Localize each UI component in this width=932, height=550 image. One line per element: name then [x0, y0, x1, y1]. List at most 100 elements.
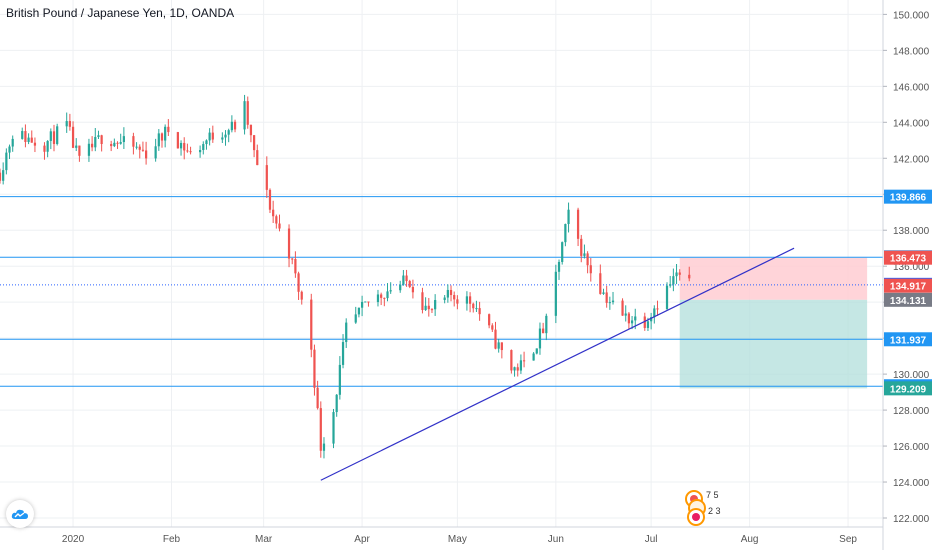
- candle-body: [208, 132, 211, 141]
- candle-body: [246, 101, 249, 125]
- candle-body: [516, 367, 519, 371]
- axis-price-label-bg: [884, 250, 932, 265]
- candle-body: [227, 130, 230, 135]
- candle-body: [443, 297, 446, 301]
- candle-body: [586, 253, 589, 266]
- candle-body: [345, 322, 348, 343]
- candle-body: [141, 149, 145, 151]
- candle-body: [602, 292, 605, 294]
- candle-body: [564, 224, 567, 243]
- candle-body: [488, 314, 491, 326]
- candle-body: [0, 172, 2, 181]
- candle-body: [653, 308, 656, 318]
- candle-body: [8, 146, 11, 153]
- y-tick-label: 138.000: [893, 226, 930, 237]
- candle-body: [243, 101, 246, 130]
- candle-body: [319, 408, 322, 451]
- x-tick-label: Feb: [163, 534, 181, 545]
- candle-body: [154, 146, 157, 159]
- candle-body: [408, 281, 411, 288]
- candle-body: [608, 302, 611, 304]
- candle-body: [545, 315, 548, 334]
- candle-body: [357, 307, 361, 315]
- candle-body: [611, 300, 615, 303]
- x-tick-label: Mar: [255, 534, 273, 545]
- level-price-label-bg: [884, 189, 932, 204]
- economic-events-icon[interactable]: 7 5 2 3: [684, 488, 730, 528]
- candle-body: [316, 387, 319, 409]
- axis-price-label: 129.209: [890, 384, 927, 395]
- candle-body: [24, 131, 27, 142]
- x-tick-label: May: [448, 534, 467, 545]
- candle-body: [491, 325, 494, 330]
- candle-body: [272, 209, 275, 217]
- candle-body: [221, 137, 224, 140]
- candle-body: [252, 135, 256, 151]
- axis-price-label: 136.473: [890, 254, 927, 265]
- candle-body: [157, 133, 160, 147]
- candle-body: [287, 228, 291, 259]
- candle-body: [383, 297, 386, 299]
- candle-body: [367, 301, 370, 303]
- y-tick-label: 146.000: [893, 82, 930, 93]
- candle-body: [399, 284, 402, 291]
- candle-body: [94, 136, 97, 148]
- candle-body: [52, 131, 56, 144]
- level-price-label-bg: [884, 332, 932, 347]
- candles: [0, 94, 691, 459]
- tradingview-cloud-icon[interactable]: [6, 500, 34, 528]
- candle-body: [256, 150, 259, 166]
- candle-body: [335, 394, 338, 413]
- y-tick-label: 128.000: [893, 406, 930, 417]
- ascending-trendline: [320, 247, 795, 481]
- candle-body: [405, 275, 408, 282]
- candle-body: [56, 126, 59, 144]
- axis-price-label: 134.131: [890, 296, 927, 307]
- events-glyph: 7 5 2 3: [685, 490, 721, 526]
- candle-body: [376, 294, 380, 303]
- candle-body: [46, 140, 49, 152]
- candle-body: [688, 274, 691, 279]
- candle-body: [424, 305, 427, 310]
- candle-body: [519, 360, 523, 371]
- candle-body: [449, 289, 453, 296]
- candle-body: [678, 272, 681, 275]
- candle-body: [605, 292, 608, 303]
- candle-body: [589, 265, 592, 274]
- candle-body: [542, 328, 545, 334]
- candle-body: [535, 348, 538, 354]
- candle-body: [580, 238, 583, 256]
- candle-body: [164, 126, 167, 141]
- candle-body: [532, 353, 535, 361]
- level-price-label: 131.937: [890, 335, 927, 346]
- candle-body: [90, 143, 94, 148]
- candle-body: [71, 126, 75, 148]
- candle-body: [186, 150, 189, 152]
- candle-body: [494, 329, 497, 349]
- candle-body: [675, 272, 678, 277]
- x-tick-label: Sep: [839, 534, 857, 545]
- events-top-count: 7 5: [706, 490, 719, 500]
- candle-body: [341, 342, 345, 365]
- candle-body: [135, 146, 138, 148]
- candle-body: [75, 145, 78, 148]
- candle-body: [43, 145, 46, 152]
- candle-body: [294, 259, 297, 274]
- candle-body: [468, 296, 472, 304]
- candle-body: [630, 320, 634, 324]
- candle-body: [113, 142, 116, 147]
- candle-body: [230, 121, 233, 131]
- candle-body: [332, 412, 335, 444]
- candle-body: [576, 209, 580, 239]
- candle-body: [624, 313, 627, 316]
- candle-body: [650, 317, 653, 322]
- y-tick-label: 150.000: [893, 10, 930, 21]
- x-tick-label: Aug: [741, 534, 759, 545]
- candle-body: [421, 292, 424, 310]
- candle-body: [11, 138, 14, 147]
- candle-body: [33, 142, 37, 146]
- candle-body: [87, 143, 91, 156]
- axis-price-label-bg: [884, 381, 932, 396]
